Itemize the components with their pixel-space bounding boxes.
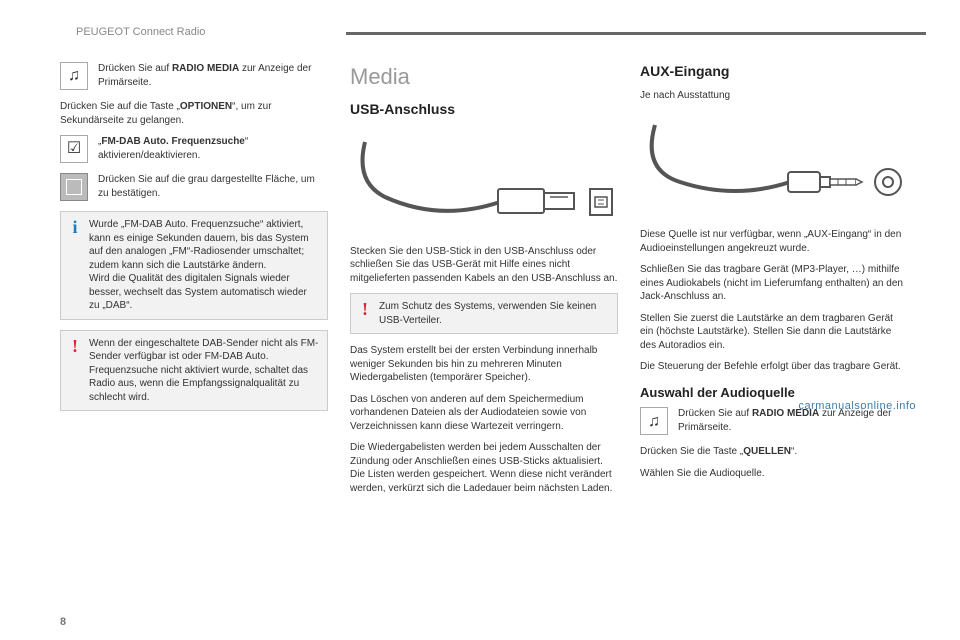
warning-note: ! Wenn der eingeschaltete DAB-Sender nic… (60, 330, 328, 412)
step-fmdab: ☑ „FM-DAB Auto. Frequenzsuche“ aktiviere… (60, 135, 328, 163)
warning-icon: ! (69, 337, 81, 405)
note-body: Wurde „FM-DAB Auto. Frequenzsuche“ aktiv… (89, 218, 319, 313)
music-note-icon: ♫ (640, 407, 668, 435)
aux-subtitle: Je nach Ausstattung (640, 89, 908, 103)
header-rule (346, 32, 926, 35)
aux-paragraph-4: Die Steuerung der Befehle erfolgt über d… (640, 360, 908, 374)
grey-square-icon (60, 173, 88, 201)
step-quellen: Drücken Sie die Taste „QUELLEN“. (640, 445, 908, 459)
column-2: Media USB-Anschluss St (350, 62, 618, 503)
usb-cable-figure (350, 127, 618, 245)
content-columns: ♫ Drücken Sie auf RADIO MEDIA zur Anzeig… (60, 62, 926, 503)
usb-warning-note: ! Zum Schutz des Systems, verwenden Sie … (350, 293, 618, 334)
aux-jack-figure (640, 110, 908, 228)
heading-aux: AUX-Eingang (640, 62, 908, 81)
note-body: Zum Schutz des Systems, verwenden Sie ke… (379, 300, 609, 327)
music-note-icon: ♫ (60, 62, 88, 90)
aux-paragraph-1: Diese Quelle ist nur verfügbar, wenn „AU… (640, 228, 908, 255)
usb-paragraph-4: Die Wiedergabelisten werden bei jedem Au… (350, 441, 618, 495)
heading-audio-source: Auswahl der Audioquelle (640, 384, 908, 402)
header-title: PEUGEOT Connect Radio (76, 26, 205, 38)
manual-page: PEUGEOT Connect Radio ♫ Drücken Sie auf … (0, 0, 960, 640)
checkbox-icon: ☑ (60, 135, 88, 163)
info-icon: i (69, 218, 81, 313)
page-number: 8 (60, 616, 66, 628)
step-optionen: Drücken Sie auf die Taste „OPTIONEN“, um… (60, 100, 328, 127)
note-body: Wenn der eingeschaltete DAB-Sender nicht… (89, 337, 319, 405)
step-text: Drücken Sie auf die grau dargestellte Fl… (98, 173, 328, 200)
step-text: Drücken Sie auf RADIO MEDIA zur Anzeige … (678, 407, 908, 434)
usb-paragraph: Stecken Sie den USB-Stick in den USB-Ans… (350, 245, 618, 286)
heading-usb: USB-Anschluss (350, 100, 618, 119)
usb-paragraph-2: Das System erstellt bei der ersten Verbi… (350, 344, 618, 385)
step-text: Drücken Sie auf RADIO MEDIA zur Anzeige … (98, 62, 328, 89)
aux-paragraph-2: Schließen Sie das tragbare Gerät (MP3-Pl… (640, 263, 908, 304)
step-choose-source: Wählen Sie die Audioquelle. (640, 467, 908, 481)
step-radio-media: ♫ Drücken Sie auf RADIO MEDIA zur Anzeig… (60, 62, 328, 90)
aux-paragraph-3: Stellen Sie zuerst die Lautstärke an dem… (640, 312, 908, 353)
warning-icon: ! (359, 300, 371, 327)
column-3: AUX-Eingang Je nach Ausstattung (640, 62, 908, 503)
step-text: „FM-DAB Auto. Frequenzsuche“ aktivieren/… (98, 135, 328, 162)
usb-paragraph-3: Das Löschen von anderen auf dem Speicher… (350, 393, 618, 434)
info-note: i Wurde „FM-DAB Auto. Frequenzsuche“ akt… (60, 211, 328, 320)
section-title-media: Media (350, 62, 618, 92)
column-1: ♫ Drücken Sie auf RADIO MEDIA zur Anzeig… (60, 62, 328, 503)
step-radio-media-2: ♫ Drücken Sie auf RADIO MEDIA zur Anzeig… (640, 407, 908, 435)
step-grey-area: Drücken Sie auf die grau dargestellte Fl… (60, 173, 328, 201)
